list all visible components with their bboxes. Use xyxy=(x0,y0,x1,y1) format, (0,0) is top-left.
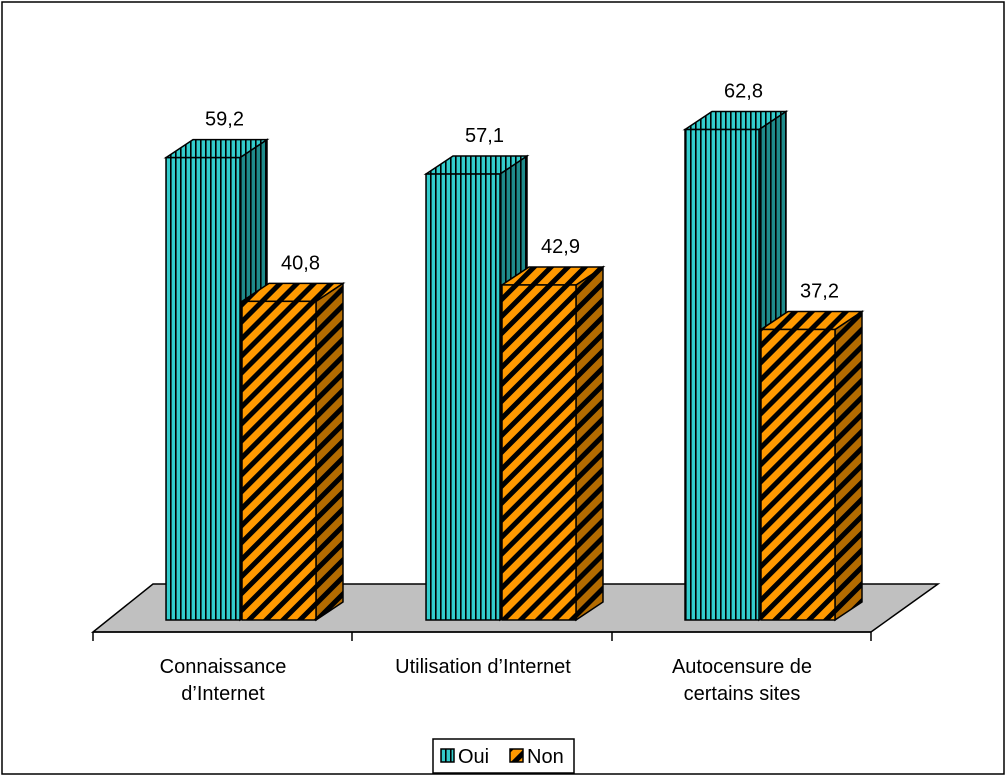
legend-label-non: Non xyxy=(527,746,564,768)
x-axis-ticks xyxy=(92,632,872,641)
bar-front-non-1 xyxy=(501,284,577,621)
bar-side-non-0 xyxy=(315,281,344,622)
value-label-non-1: 42,9 xyxy=(541,236,580,258)
bar-non-0 xyxy=(239,281,346,622)
legend-swatch-oui xyxy=(440,748,455,763)
legend-box xyxy=(432,738,575,774)
bars-group xyxy=(163,110,865,622)
bar-side-non-2 xyxy=(834,310,863,622)
value-label-oui-1: 57,1 xyxy=(465,125,504,147)
bar-side-non-1 xyxy=(575,265,604,622)
bar-non-2 xyxy=(758,310,865,622)
bar-front-non-0 xyxy=(241,300,317,621)
value-label-oui-0: 59,2 xyxy=(205,109,244,131)
bar-front-oui-0 xyxy=(165,156,241,621)
x-label-2: Autocensure de certains sites xyxy=(672,656,812,705)
x-axis-labels: Connaissance d’Internet Utilisation d’Inte… xyxy=(160,656,812,705)
value-labels: 59,2 40,8 57,1 42,9 62,8 37,2 xyxy=(205,81,839,303)
x-label-0: Connaissance d’Internet xyxy=(160,656,287,705)
value-label-oui-2: 62,8 xyxy=(724,81,763,103)
bar-front-non-2 xyxy=(760,328,836,621)
legend: Oui Non xyxy=(432,738,575,774)
legend-label-oui: Oui xyxy=(458,746,489,768)
bar-front-oui-1 xyxy=(425,173,501,621)
bar-front-oui-2 xyxy=(684,128,760,621)
x-label-1: Utilisation d’Internet xyxy=(395,656,571,678)
legend-swatch-non xyxy=(509,748,524,763)
value-label-non-0: 40,8 xyxy=(281,252,320,274)
value-label-non-2: 37,2 xyxy=(800,280,839,302)
bar-non-1 xyxy=(499,265,606,622)
